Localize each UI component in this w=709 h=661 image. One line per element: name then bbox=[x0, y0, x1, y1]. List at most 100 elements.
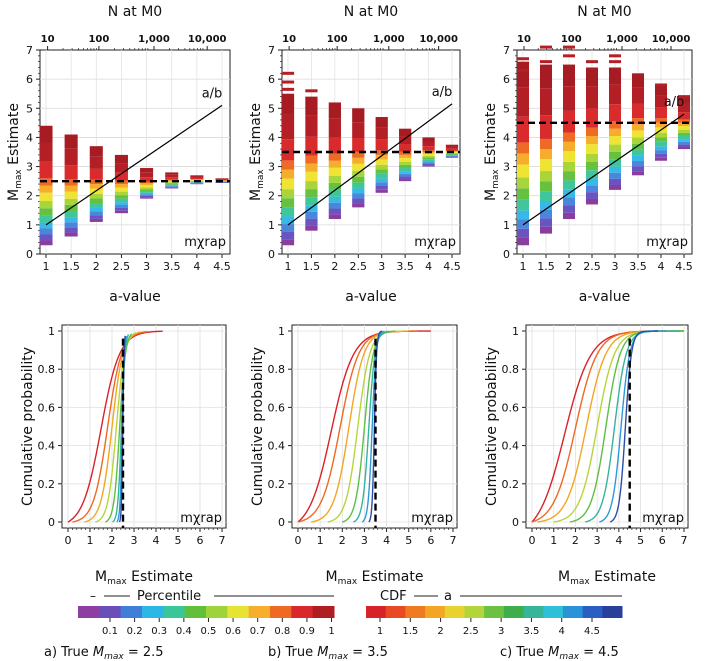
percentile-band bbox=[305, 205, 318, 212]
percentile-band bbox=[305, 155, 318, 164]
cdf-curve bbox=[105, 333, 133, 523]
x-axis-label: a-value bbox=[109, 289, 161, 305]
cdf-curve bbox=[72, 330, 148, 523]
percentile-bar bbox=[399, 128, 412, 182]
percentile-band bbox=[631, 137, 645, 144]
percentile-band bbox=[215, 178, 229, 180]
percentile-band bbox=[516, 228, 530, 238]
legend-percentile-tick: 0.6 bbox=[225, 626, 241, 637]
percentile-band bbox=[654, 146, 668, 151]
percentile-bar bbox=[539, 64, 553, 234]
percentile-band bbox=[328, 196, 341, 203]
legend-cdf-swatch bbox=[464, 606, 485, 618]
watermark: mχrap bbox=[414, 235, 456, 250]
percentile-band bbox=[562, 161, 576, 172]
percentile-band bbox=[165, 184, 179, 186]
percentile-band bbox=[39, 234, 53, 241]
percentile-band bbox=[631, 149, 645, 156]
percentile-band bbox=[190, 182, 204, 184]
outlier-mark bbox=[281, 80, 295, 84]
percentile-bar bbox=[64, 134, 78, 237]
percentile-band bbox=[631, 155, 645, 162]
y-axis-label-symbol: M bbox=[248, 189, 264, 201]
x-axis-label: Mmax Estimate bbox=[95, 569, 193, 587]
percentile-band bbox=[114, 172, 128, 181]
percentile-band bbox=[305, 225, 318, 231]
legend-cdf-swatch bbox=[503, 606, 525, 618]
y-axis-label-symbol: M bbox=[6, 189, 22, 201]
percentile-band bbox=[352, 108, 365, 123]
percentile-band bbox=[677, 119, 691, 123]
y-tick-label: 2 bbox=[26, 190, 33, 203]
percentile-band bbox=[281, 114, 295, 140]
percentile-band bbox=[140, 189, 154, 191]
y-tick-label: 4 bbox=[268, 131, 275, 144]
cdf-curve bbox=[353, 330, 389, 523]
x-tick-label: 3 bbox=[378, 260, 385, 273]
percentile-band bbox=[140, 185, 154, 188]
cdf-curve bbox=[531, 330, 684, 523]
legend: – Percentile 0.1 0.2 0.3 0.4 0.5 0.6 0.7 0.8 0.9 1 C… bbox=[78, 589, 623, 637]
percentile-band bbox=[445, 144, 459, 147]
percentile-bar bbox=[190, 175, 204, 185]
y-tick-label: 7 bbox=[503, 44, 510, 57]
percentile-band bbox=[64, 148, 78, 166]
y-tick-label: 0.8 bbox=[38, 363, 56, 376]
percentile-band bbox=[608, 151, 622, 160]
percentile-band bbox=[516, 87, 530, 117]
percentile-band bbox=[399, 144, 412, 152]
percentile-band bbox=[585, 108, 599, 128]
x-tick-label: 0 bbox=[295, 534, 302, 547]
percentile-band bbox=[140, 181, 154, 184]
x-axis-label: a-value bbox=[579, 289, 631, 305]
percentile-band bbox=[281, 224, 295, 232]
cdf-curve bbox=[585, 330, 680, 523]
percentile-band bbox=[422, 163, 435, 166]
x-tick-label: 2.5 bbox=[113, 260, 131, 273]
percentile-band bbox=[328, 175, 341, 183]
percentile-band bbox=[677, 146, 691, 150]
percentile-band bbox=[375, 164, 388, 170]
percentile-band bbox=[677, 112, 691, 120]
y-axis-label: Cumulative probability bbox=[484, 347, 500, 506]
ab-line bbox=[45, 104, 223, 226]
ab-line-label: a/b bbox=[432, 85, 453, 100]
percentile-band bbox=[89, 215, 103, 219]
percentile-band bbox=[399, 179, 412, 182]
percentile-bar bbox=[352, 108, 365, 208]
percentile-band bbox=[654, 157, 668, 161]
percentile-band bbox=[352, 188, 365, 194]
y-tick-label: 5 bbox=[26, 102, 33, 115]
percentile-band bbox=[608, 144, 622, 152]
top-tick-label: 10 bbox=[41, 34, 55, 45]
percentile-band bbox=[328, 118, 341, 138]
percentile-band bbox=[39, 142, 53, 162]
percentile-band bbox=[608, 178, 622, 185]
percentile-bar bbox=[281, 93, 295, 246]
legend-cdf-swatch bbox=[484, 606, 505, 618]
x-axis-label-sub: max bbox=[570, 577, 590, 587]
percentile-band bbox=[585, 198, 599, 205]
percentile-band bbox=[114, 163, 128, 173]
percentile-band bbox=[281, 169, 295, 179]
percentile-band bbox=[281, 207, 295, 217]
y-tick-label: 1 bbox=[278, 325, 285, 338]
percentile-band bbox=[352, 138, 365, 152]
plot-frame bbox=[61, 324, 227, 529]
x-tick-label: 4 bbox=[153, 534, 160, 547]
percentile-band bbox=[328, 214, 341, 220]
x-tick-label: 3.5 bbox=[163, 260, 181, 273]
percentile-band bbox=[539, 218, 553, 227]
percentile-band bbox=[165, 185, 179, 187]
x-tick-label: 1 bbox=[520, 260, 527, 273]
percentile-band bbox=[114, 205, 128, 208]
x-tick-label: 4.5 bbox=[213, 260, 231, 273]
percentile-band bbox=[165, 182, 179, 184]
percentile-band bbox=[64, 191, 78, 199]
legend-cdf-tick: 2.5 bbox=[463, 626, 479, 637]
percentile-band bbox=[445, 154, 459, 156]
percentile-band bbox=[562, 205, 576, 213]
percentile-band bbox=[677, 132, 691, 136]
y-axis-label-word: Estimate bbox=[248, 103, 264, 169]
percentile-band bbox=[352, 193, 365, 199]
